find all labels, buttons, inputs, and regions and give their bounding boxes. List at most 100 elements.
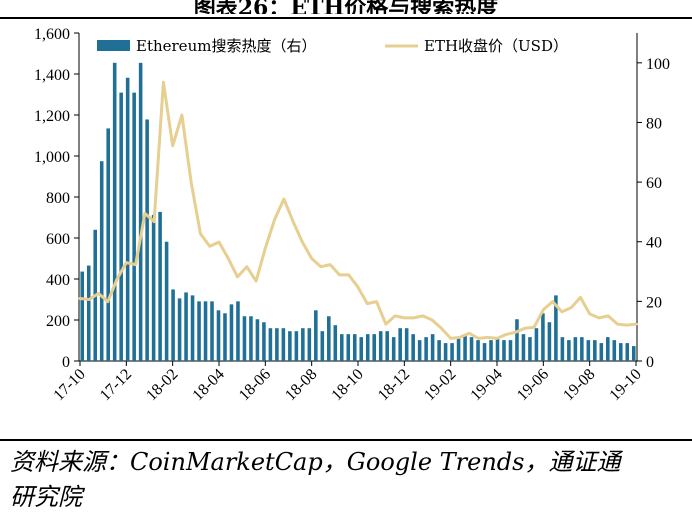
left-tick-label: 1,400: [34, 67, 70, 84]
search-interest-bar: [618, 343, 623, 361]
search-interest-bar: [521, 334, 526, 361]
search-interest-bar: [476, 340, 480, 361]
title-rule: [0, 17, 692, 19]
search-interest-bar: [580, 337, 584, 361]
search-interest-bar: [236, 301, 240, 361]
x-tick-label: 18-04: [189, 366, 227, 404]
source-note: 资料来源：CoinMarketCap，Google Trends，通证通: [10, 448, 621, 476]
search-interest-bar: [359, 337, 364, 361]
left-tick-label: 1,000: [34, 149, 70, 166]
search-interest-bar: [314, 310, 318, 361]
x-tick-label: 18-12: [375, 366, 413, 404]
left-tick-label: 800: [46, 190, 70, 207]
search-interest-bar: [554, 295, 558, 361]
search-interest-bar: [463, 334, 467, 361]
search-interest-bar: [365, 334, 370, 361]
search-interest-bar: [190, 295, 195, 361]
right-tick-label: 60: [646, 175, 662, 192]
search-interest-bar: [158, 211, 162, 361]
search-interest-bar: [339, 334, 344, 361]
search-interest-bar: [327, 316, 331, 361]
search-interest-bar: [385, 331, 389, 361]
left-tick-label: 0: [62, 354, 70, 371]
search-interest-bar: [262, 322, 266, 361]
search-interest-bar: [151, 214, 156, 361]
source-rule: [0, 439, 692, 441]
search-interest-bar: [398, 328, 402, 361]
search-interest-bar: [573, 337, 578, 361]
search-interest-bar: [268, 328, 273, 361]
search-interest-bar: [430, 334, 435, 361]
x-tick-label: 19-06: [514, 366, 552, 404]
search-interest-bar: [391, 337, 396, 361]
search-interest-bar: [288, 331, 292, 361]
search-interest-bar: [184, 292, 188, 361]
search-interest-bar: [424, 337, 428, 361]
search-interest-bar: [281, 328, 286, 361]
search-interest-bar: [320, 331, 325, 361]
search-interest-bar: [606, 337, 610, 361]
right-tick-label: 40: [646, 235, 662, 252]
bars-group: [80, 62, 636, 361]
left-tick-label: 1,600: [34, 26, 70, 43]
search-interest-bar: [223, 313, 227, 361]
search-interest-bar: [125, 77, 130, 361]
search-interest-bar: [249, 316, 253, 361]
search-interest-bar: [112, 62, 117, 361]
search-interest-bar: [443, 343, 448, 361]
legend: Ethereum搜索热度（右） ETH收盘价（USD）: [97, 37, 568, 55]
search-interest-bar: [145, 119, 149, 361]
search-interest-bar: [456, 337, 461, 361]
x-tick-label: 19-08: [560, 366, 598, 404]
search-interest-bar: [482, 343, 487, 361]
search-interest-bar: [502, 340, 506, 361]
search-interest-bar: [99, 161, 104, 361]
chart-title-strip: 图表26：ETH价格与搜索热度: [0, 0, 692, 14]
legend-bar-swatch: [97, 40, 130, 51]
search-interest-bar: [612, 340, 617, 361]
chart-title: 图表26：ETH价格与搜索热度: [193, 0, 499, 14]
search-interest-bar: [586, 340, 591, 361]
x-tick-label: 18-10: [328, 366, 366, 404]
search-interest-bar: [593, 340, 597, 361]
search-interest-bar: [333, 325, 338, 361]
x-tick-label: 19-10: [606, 366, 644, 404]
x-tick-label: 18-06: [236, 366, 274, 404]
search-interest-bar: [164, 241, 169, 361]
search-interest-bar: [352, 334, 357, 361]
search-interest-bar: [404, 328, 409, 361]
search-interest-bar: [567, 340, 571, 361]
legend-line-label: ETH收盘价（USD）: [424, 37, 568, 55]
search-interest-bar: [307, 328, 312, 361]
search-interest-bar: [541, 313, 545, 361]
search-interest-bar: [560, 337, 565, 361]
search-interest-bar: [625, 343, 630, 361]
chart: 0 200 400 600 800 1,000 1,200 1,400 1,600 0 20 40 60…: [34, 26, 670, 404]
search-interest-bar: [469, 337, 474, 361]
search-interest-bar: [437, 340, 441, 361]
search-interest-bar: [86, 265, 91, 361]
search-interest-bar: [495, 337, 500, 361]
search-interest-bar: [229, 304, 234, 361]
search-interest-bar: [450, 343, 454, 361]
search-interest-bar: [255, 319, 260, 361]
x-tick-label: 18-08: [282, 366, 320, 404]
right-tick-label: 20: [646, 294, 662, 311]
search-interest-bar: [80, 271, 85, 361]
x-tick-label: 19-04: [467, 366, 505, 404]
search-interest-bar: [138, 62, 143, 361]
left-tick-label: 200: [46, 313, 70, 330]
eth-price-line: [78, 80, 638, 340]
search-interest-bar: [534, 328, 539, 361]
search-interest-bar: [177, 298, 182, 361]
search-interest-bar: [599, 343, 604, 361]
search-interest-bar: [294, 331, 299, 361]
search-interest-bar: [528, 337, 532, 361]
search-interest-bar: [119, 92, 123, 361]
search-interest-bar: [203, 301, 208, 361]
right-tick-label: 100: [646, 56, 670, 73]
search-interest-bar: [210, 301, 214, 361]
left-tick-label: 1,200: [34, 108, 70, 125]
search-interest-bar: [631, 346, 636, 361]
left-tick-label: 400: [46, 272, 70, 289]
